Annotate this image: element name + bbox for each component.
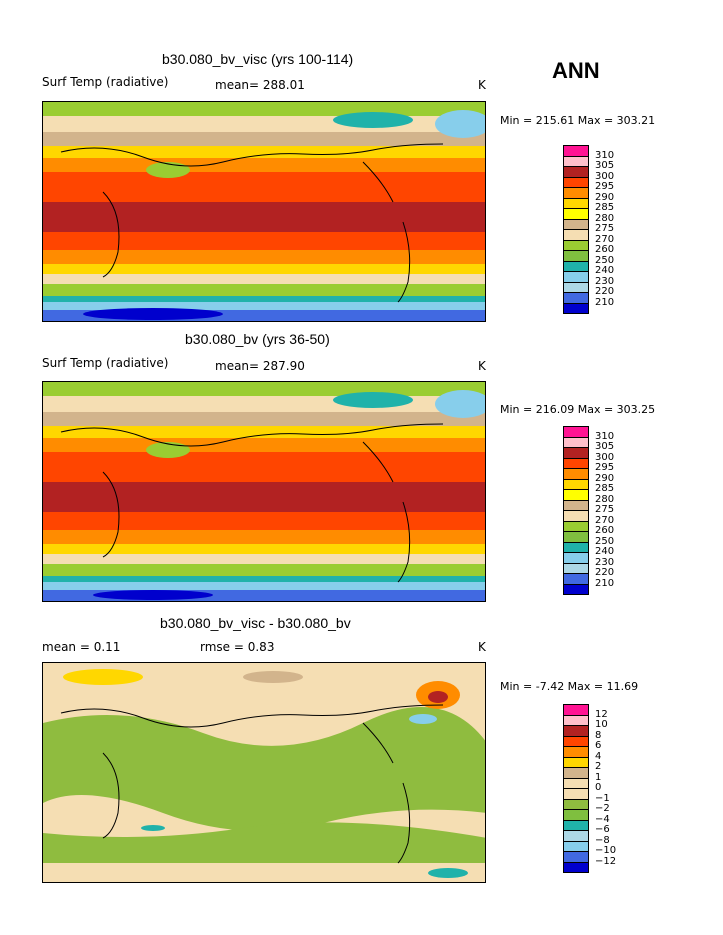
panel2-map (42, 381, 486, 602)
panel1-map (42, 101, 486, 322)
colorbar-level-label: −12 (595, 855, 617, 867)
colorbar-level-label: 2 (595, 761, 602, 772)
colorbar-swatch (563, 861, 589, 873)
colorbar-level-label: 280 (595, 212, 615, 224)
colorbar-level-label: 270 (595, 233, 615, 245)
colorbar-level-label: 210 (595, 296, 615, 308)
colorbar-level-label: −10 (595, 845, 617, 856)
panel2-minmax: Min = 216.09 Max = 303.25 (500, 403, 656, 416)
colorbar-swatch (563, 583, 589, 595)
colorbar-level-label: 240 (595, 546, 615, 557)
colorbar-level-label: 285 (595, 483, 615, 494)
panel1-minmax: Min = 215.61 Max = 303.21 (500, 114, 656, 127)
colorbar-level-label: 230 (595, 556, 615, 568)
colorbar-level-label: 6 (595, 740, 602, 751)
panel1-title: b30.080_bv_visc (yrs 100-114) (162, 51, 354, 67)
panel1-variable: Surf Temp (radiative) (42, 75, 169, 89)
season-label: ANN (552, 58, 600, 83)
colorbar-swatch (563, 302, 589, 314)
colorbar-level-label: 220 (595, 286, 615, 297)
panel2-title: b30.080_bv (yrs 36-50) (185, 331, 330, 347)
colorbar-level-label: 295 (595, 181, 615, 192)
colorbar-level-label: 305 (595, 160, 615, 171)
colorbar-level-label: 250 (595, 535, 615, 547)
colorbar-level-label: 8 (595, 729, 602, 741)
colorbar-level-label: 4 (595, 750, 602, 762)
colorbar-level-label: 260 (595, 525, 615, 536)
colorbar-level-label: 270 (595, 514, 615, 526)
colorbar-level-label: −1 (595, 792, 610, 804)
panel2-mean: mean= 287.90 (215, 359, 305, 373)
panel3-units: K (478, 640, 486, 654)
colorbar-level-label: 290 (595, 191, 615, 203)
panel2-units: K (478, 359, 486, 373)
colorbar-level-label: 210 (595, 577, 615, 589)
colorbar-level-label: 220 (595, 567, 615, 578)
colorbar-level-label: 275 (595, 223, 615, 234)
panel3-title: b30.080_bv_visc - b30.080_bv (160, 615, 351, 631)
colorbar-level-label: 300 (595, 170, 615, 182)
panel1-units: K (478, 78, 486, 92)
colorbar-level-label: 240 (595, 265, 615, 276)
panel2-variable: Surf Temp (radiative) (42, 356, 169, 370)
colorbar-level-label: 260 (595, 244, 615, 255)
colorbar-level-label: 275 (595, 504, 615, 515)
panel3-minmax: Min = -7.42 Max = 11.69 (500, 680, 639, 693)
panel3-mean: mean = 0.11 (42, 640, 121, 654)
colorbar-level-label: 310 (595, 430, 615, 442)
panel3-map (42, 662, 486, 883)
panel3-rmse: rmse = 0.83 (200, 640, 275, 654)
colorbar-level-label: −8 (595, 834, 610, 846)
colorbar-level-label: −6 (595, 824, 610, 835)
colorbar-level-label: 285 (595, 202, 615, 213)
colorbar-level-label: 310 (595, 149, 615, 161)
colorbar-level-label: 250 (595, 254, 615, 266)
colorbar-level-label: 280 (595, 493, 615, 505)
panel1-mean: mean= 288.01 (215, 78, 305, 92)
colorbar-level-label: 230 (595, 275, 615, 287)
colorbar-level-label: 1 (595, 771, 602, 783)
colorbar-level-label: 290 (595, 472, 615, 484)
colorbar-level-label: −4 (595, 813, 610, 825)
colorbar-level-label: 10 (595, 719, 608, 730)
colorbar-level-label: −2 (595, 803, 610, 814)
colorbar-level-label: 12 (595, 708, 608, 720)
colorbar-level-label: 300 (595, 451, 615, 463)
colorbar-level-label: 305 (595, 441, 615, 452)
colorbar-level-label: 295 (595, 462, 615, 473)
colorbar-level-label: 0 (595, 782, 602, 793)
